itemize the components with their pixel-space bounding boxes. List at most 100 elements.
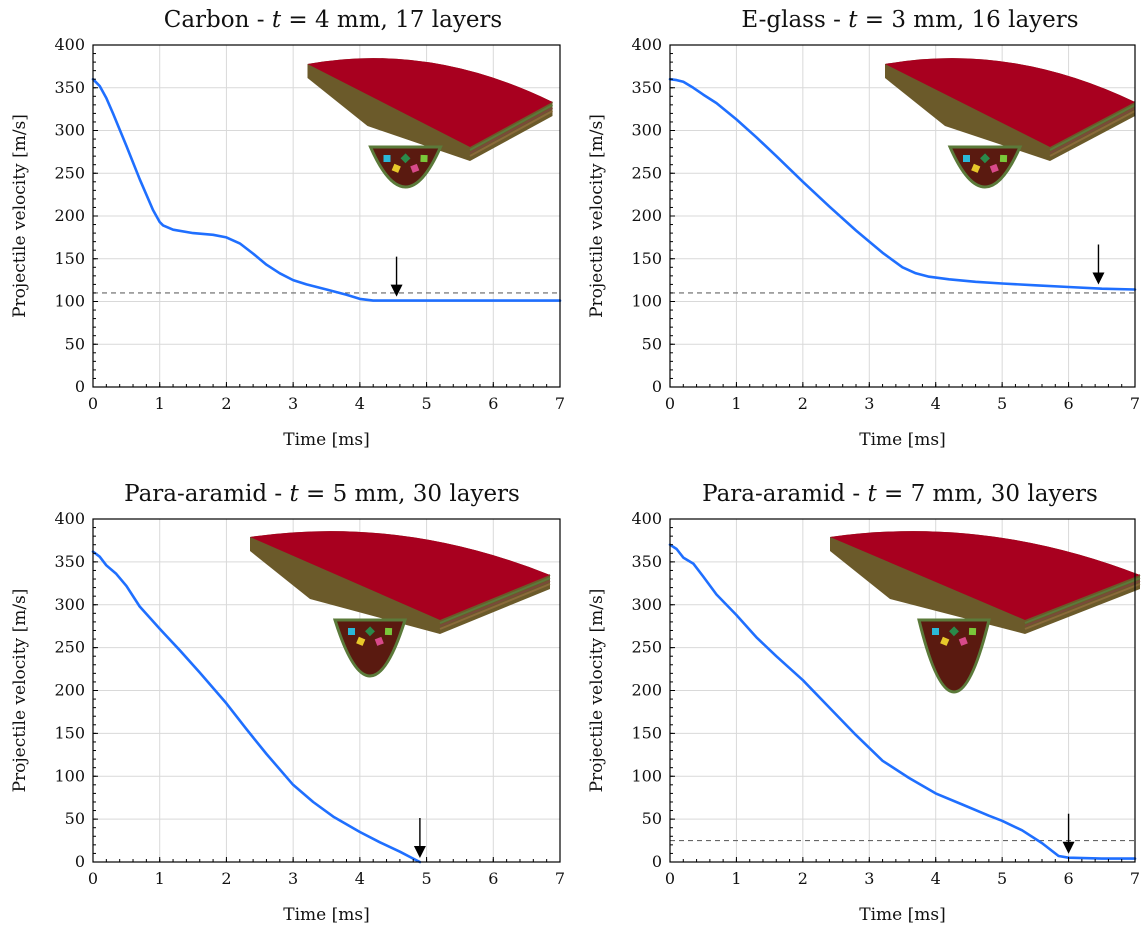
- title-part: = 5 mm, 30 layers: [299, 481, 520, 507]
- x-axis-label: Time [ms]: [859, 905, 945, 925]
- x-tick-label: 5: [997, 394, 1007, 413]
- velocity-line: [668, 543, 1137, 860]
- x-tick-label: 0: [88, 869, 98, 888]
- debris-fragment: [348, 628, 355, 635]
- arrow-head: [390, 284, 403, 297]
- y-tick-label: 100: [631, 292, 662, 311]
- y-tick-label: 150: [631, 249, 662, 268]
- x-tick-label: 4: [355, 394, 365, 413]
- x-tick-label: 3: [288, 394, 298, 413]
- y-tick-label: 300: [631, 121, 662, 140]
- y-axis-label: Projectile velocity [m/s]: [10, 114, 30, 318]
- x-tick-label: 7: [555, 869, 565, 888]
- plate-layer-line: [469, 104, 553, 151]
- x-tick-label: 0: [665, 394, 675, 413]
- debris-fragment: [980, 153, 990, 164]
- x-tick-label: 1: [155, 869, 165, 888]
- y-tick-label: 200: [631, 206, 662, 225]
- x-tick-label: 1: [731, 869, 741, 888]
- y-tick-label: 150: [54, 249, 85, 268]
- chart-title: Para-aramid - t = 5 mm, 30 layers: [124, 481, 520, 507]
- plate-layer-line: [469, 110, 553, 157]
- velocity-line: [668, 77, 1137, 291]
- y-tick-label: 400: [54, 35, 85, 54]
- x-tick-label: 5: [421, 869, 431, 888]
- plate-layer-line: [1049, 104, 1136, 151]
- x-tick-label: 6: [488, 869, 498, 888]
- plate-layer-line: [439, 583, 551, 630]
- x-tick-label: 3: [288, 869, 298, 888]
- x-tick-label: 4: [355, 869, 365, 888]
- plate-top-face: [885, 58, 1135, 147]
- x-tick-label: 5: [421, 394, 431, 413]
- grid: [93, 519, 560, 862]
- chart-panel-3: 0 1 2 3 4 5 6 7 0 50 100 150 200 250 300 350 400 Time [ms…: [10, 481, 565, 925]
- plate-layer-line: [469, 107, 553, 154]
- arrow-marker: [1092, 244, 1105, 285]
- y-tick-label: 150: [631, 723, 662, 742]
- y-axis-label: Projectile velocity [m/s]: [587, 114, 607, 318]
- impact-crater: [368, 145, 443, 189]
- y-tick-label: 0: [652, 852, 662, 871]
- plate-layer-line: [439, 580, 551, 627]
- y-tick-label: 100: [54, 292, 85, 311]
- x-tick-label: 1: [155, 394, 165, 413]
- y-tick-label: 300: [54, 121, 85, 140]
- y-tick-label: 200: [54, 681, 85, 700]
- y-tick-label: 50: [642, 334, 662, 353]
- title-part: = 7 mm, 30 layers: [877, 481, 1098, 507]
- x-axis-label: Time [ms]: [283, 430, 369, 450]
- title-part: t: [848, 7, 858, 33]
- x-tick-label: 7: [1130, 394, 1140, 413]
- y-tick-label: 350: [54, 552, 85, 571]
- debris-fragment: [365, 626, 375, 637]
- title-part: = 4 mm, 17 layers: [281, 7, 502, 33]
- y-tick-label: 400: [54, 509, 85, 528]
- debris-fragment: [999, 154, 1008, 163]
- arrow-head: [1062, 841, 1075, 854]
- chart-panel-1: 0 1 2 3 4 5 6 7 0 50 100 150 200 250 300 350 400 Time [ms…: [10, 7, 565, 450]
- y-tick-label: 50: [642, 809, 662, 828]
- chart-title: E-glass - t = 3 mm, 16 layers: [741, 7, 1078, 33]
- plate-top-face: [830, 531, 1140, 620]
- y-tick-label: 0: [75, 852, 85, 871]
- debris-fragment: [958, 636, 968, 646]
- composite-plate-illustration: [830, 531, 1141, 694]
- y-tick-label: 200: [631, 681, 662, 700]
- x-tick-label: 3: [864, 869, 874, 888]
- y-tick-label: 400: [631, 509, 662, 528]
- plate-layer-line: [439, 577, 551, 624]
- x-tick-label: 2: [798, 869, 808, 888]
- arrow-marker: [413, 818, 426, 858]
- title-part: t: [289, 481, 299, 507]
- y-tick-label: 350: [54, 78, 85, 97]
- debris-fragment: [989, 163, 999, 173]
- x-tick-label: 6: [1063, 394, 1073, 413]
- composite-plate-illustration: [250, 531, 551, 678]
- title-part: E-glass -: [741, 7, 848, 33]
- y-tick-label: 250: [54, 163, 85, 182]
- chart-title: Para-aramid - t = 7 mm, 30 layers: [702, 481, 1098, 507]
- y-axis-label: Projectile velocity [m/s]: [587, 589, 607, 793]
- debris-fragment: [971, 163, 981, 173]
- title-part: = 3 mm, 16 layers: [857, 7, 1078, 33]
- y-tick-label: 350: [631, 78, 662, 97]
- x-tick-label: 2: [221, 394, 231, 413]
- debris-fragment: [940, 636, 950, 646]
- chart-panel-2: 0 1 2 3 4 5 6 7 0 50 100 150 200 250 300 350 400 Time [ms…: [587, 7, 1140, 450]
- y-tick-label: 0: [75, 377, 85, 396]
- x-tick-label: 2: [221, 869, 231, 888]
- title-part: Para-aramid -: [124, 481, 289, 507]
- title-part: Para-aramid -: [702, 481, 867, 507]
- debris-fragment: [420, 154, 428, 163]
- x-tick-label: 4: [931, 394, 941, 413]
- x-tick-label: 6: [488, 394, 498, 413]
- y-tick-label: 200: [54, 206, 85, 225]
- plate-layer-line: [1049, 110, 1136, 157]
- composite-plate-illustration: [307, 58, 553, 189]
- arrow-head: [413, 846, 426, 858]
- debris-fragment: [968, 627, 977, 636]
- x-tick-label: 1: [731, 394, 741, 413]
- y-tick-label: 100: [631, 766, 662, 785]
